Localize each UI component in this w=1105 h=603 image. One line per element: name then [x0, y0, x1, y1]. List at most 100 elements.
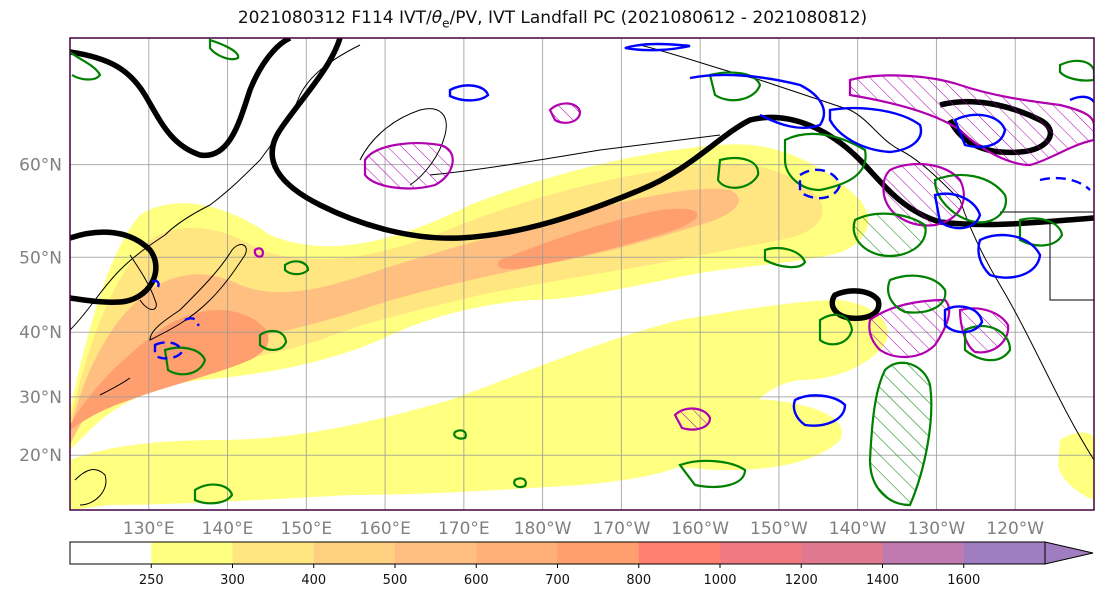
japan-coast	[149, 244, 247, 341]
pv-contour-midpacific	[283, 260, 310, 276]
colorbar-label-5: 700	[545, 573, 570, 588]
landfall-pc-kamchatka	[363, 142, 454, 190]
pv-contour-alaska-west	[708, 71, 762, 102]
us-state-line	[1049, 220, 1094, 301]
pv-contour-alaska-south	[716, 157, 760, 189]
pv-neg-contour-dashed-gulf	[798, 168, 842, 200]
colorbar-label-4: 600	[464, 573, 489, 588]
longitude-labels: 130°E 140°E 150°E 160°E 170°E 180°W 170°W 160°W…	[123, 519, 1044, 539]
colorbar-label-6: 800	[626, 573, 651, 588]
pv-contour-south-japan	[193, 483, 234, 505]
colorbar-label-9: 1400	[866, 573, 899, 588]
pv-neg-contour-korea	[151, 279, 160, 288]
lon-label-10: 130°W	[908, 519, 966, 539]
pv-neg-contour-oregon	[1039, 176, 1091, 191]
pv-contour-dateline-south	[513, 477, 527, 489]
ryukyu-islands	[99, 377, 131, 396]
pv-neg-contour-arctic-east	[1069, 95, 1094, 103]
colorbar-label-3: 500	[383, 573, 408, 588]
pv-contour-arctic	[1058, 59, 1094, 82]
lon-label-7: 160°W	[671, 519, 729, 539]
theta-e-contour-west	[70, 229, 159, 305]
lat-label-3: 30°N	[19, 388, 62, 408]
colorbar-segment-8	[720, 542, 802, 564]
landfall-pc-korea	[253, 247, 264, 258]
lon-label-5: 180°W	[514, 519, 572, 539]
lon-label-1: 140°E	[202, 519, 254, 539]
colorbar: 250 300 400 500 600 700 800 1000 1200 1400 1600	[69, 541, 1094, 588]
colorbar-segment-6	[557, 542, 640, 564]
pv-neg-contour-arctic	[624, 42, 691, 52]
alaska-coast	[639, 44, 961, 201]
pv-neg-contour-alaska	[689, 73, 826, 129]
lon-label-3: 160°E	[359, 519, 411, 539]
landfall-pc-bering	[548, 102, 582, 124]
landfall-pc-gulf-alaska	[848, 74, 1094, 167]
pv-contour-east-central	[763, 246, 807, 269]
pv-contour-japan-east	[258, 329, 288, 351]
pv-neg-contour-bering	[828, 106, 923, 154]
coastlines	[70, 44, 1094, 506]
colorbar-segment-5	[476, 542, 558, 564]
colorbar-segment-7	[638, 542, 721, 564]
aleutian-arc	[429, 134, 721, 176]
pv-neg-contour-california	[943, 305, 984, 334]
colorbar-segment-11	[963, 542, 1046, 564]
title-prefix: 2021080312 F114 IVT/	[237, 8, 432, 28]
theta-e-contour-northwest	[70, 38, 292, 159]
landfall-pc-british-columbia	[882, 163, 965, 227]
colorbar-label-7: 1000	[703, 573, 736, 588]
lon-label-2: 150°E	[280, 519, 332, 539]
map-area	[70, 38, 1094, 510]
lat-label-1: 50°N	[19, 248, 62, 268]
landfall-pc-hawaii	[673, 407, 712, 431]
lat-label-4: 20°N	[19, 446, 62, 466]
colorbar-label-2: 400	[301, 573, 326, 588]
colorbar-extend-arrow	[1044, 541, 1094, 565]
title-theta-subscript: e	[442, 16, 450, 31]
pv-neg-contour-east-pacific	[792, 394, 847, 427]
pv-neg-contour-japan-small	[184, 317, 200, 327]
pv-positive-contours	[70, 38, 1094, 507]
latitude-labels: 60°N 50°N 40°N 30°N 20°N	[19, 156, 62, 467]
figure-title: 2021080312 F114 IVT/θe/PV, IVT Landfall …	[0, 8, 1105, 30]
lon-label-6: 170°W	[593, 519, 651, 539]
colorbar-segment-1	[151, 542, 233, 564]
pv-neg-contour-siberia	[448, 84, 490, 102]
ivt-jet-core-mid	[497, 208, 698, 270]
pv-contour-baja	[868, 361, 933, 507]
title-suffix: /PV, IVT Landfall PC (2021080612 - 20210…	[449, 8, 868, 28]
colorbar-segment-4	[395, 542, 477, 564]
lon-label-8: 150°W	[750, 519, 808, 539]
pv-neg-contour-pnw	[977, 233, 1042, 279]
colorbar-label-1: 300	[220, 573, 245, 588]
colorbar-segment-0	[70, 542, 152, 564]
theta-e-contour-pacific-high	[829, 288, 882, 322]
lon-label-0: 130°E	[123, 519, 175, 539]
landfall-pc-regions	[253, 74, 1094, 431]
pv-contour-california	[887, 274, 947, 314]
colorbar-segment-10	[882, 542, 965, 564]
pv-contour-hawaii	[678, 459, 747, 488]
pv-contour-mexico	[963, 325, 1012, 362]
pv-contour-east-pacific	[818, 313, 854, 346]
colorbar-label-10: 1600	[947, 573, 980, 588]
korea-coast	[129, 254, 157, 310]
landfall-pc-coast	[958, 307, 1010, 354]
pv-contour-pnw	[933, 173, 1008, 224]
ivt-field-250-hawaii	[549, 394, 842, 470]
lat-label-2: 40°N	[19, 323, 62, 343]
lon-label-11: 120°W	[986, 519, 1044, 539]
ivt-field-250-east	[1058, 432, 1094, 500]
colorbar-label-8: 1200	[785, 573, 818, 588]
colorbar-segment-9	[801, 542, 883, 564]
pv-neg-contour-japan	[153, 341, 184, 360]
colorbar-segment-2	[232, 542, 315, 564]
pv-negative-contours	[151, 42, 1094, 427]
pv-contour-bc	[852, 212, 927, 258]
pv-contour-northwest	[70, 51, 102, 81]
lon-label-9: 140°W	[829, 519, 887, 539]
pv-contour-gulf	[783, 132, 867, 192]
